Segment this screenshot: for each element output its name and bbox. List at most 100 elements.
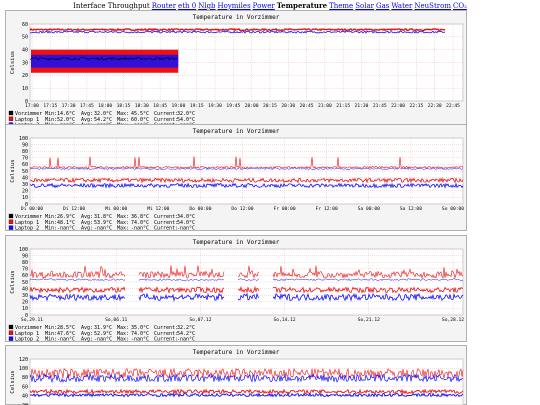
nav-link-3[interactable]: Hoymiles bbox=[217, 2, 251, 10]
chart-svg: Temperature in VorzimmerCelsius100908070… bbox=[5, 124, 467, 231]
y-axis-label: Celsius bbox=[10, 270, 16, 293]
legend-current-value: 32.0°C bbox=[177, 111, 195, 117]
x-tick-label: Di 00:00 bbox=[21, 206, 43, 212]
legend-min-label: Min: bbox=[45, 325, 57, 331]
nav-link-6[interactable]: Theme bbox=[329, 2, 354, 10]
y-tick-label: 0 bbox=[25, 313, 28, 319]
y-tick-label: 20 bbox=[22, 73, 28, 79]
series-laptop1 bbox=[29, 156, 464, 169]
legend-swatch bbox=[8, 330, 14, 335]
legend-avg-value: 32.0°C bbox=[94, 111, 112, 117]
y-tick-label: 40 bbox=[22, 47, 28, 53]
x-tick-label: 18:00 bbox=[98, 103, 112, 109]
x-tick-label: Do 00:00 bbox=[189, 206, 211, 212]
x-tick-label: 22:00 bbox=[391, 103, 405, 109]
legend-max-label: Max: bbox=[117, 214, 129, 220]
legend-swatch bbox=[8, 213, 14, 219]
x-tick-label: So,29.11 bbox=[21, 317, 43, 323]
y-axis-label: Celsius bbox=[10, 370, 16, 393]
legend-min-value: 26.9°C bbox=[57, 214, 75, 220]
legend-current-label: Current: bbox=[154, 214, 178, 220]
x-tick-label: 20:45 bbox=[300, 103, 314, 109]
nav-link-0[interactable]: Router bbox=[151, 2, 177, 10]
x-tick-label: Fr 12:00 bbox=[316, 206, 338, 212]
legend-min-value: 52.0°C bbox=[57, 117, 75, 123]
x-tick-label: So,21.12 bbox=[358, 317, 380, 323]
y-tick-label: 90 bbox=[22, 253, 28, 259]
y-tick-label: 100 bbox=[19, 247, 28, 253]
x-tick-label: 19:45 bbox=[226, 103, 240, 109]
legend-min-label: Min: bbox=[45, 117, 57, 123]
x-tick-label: 20:30 bbox=[281, 103, 295, 109]
y-axis-label: Celsius bbox=[10, 159, 16, 182]
legend-min-value: -nan°C bbox=[57, 337, 75, 342]
legend-max-label: Max: bbox=[117, 337, 129, 342]
legend-max-label: Max: bbox=[117, 325, 129, 331]
x-tick-label: 22:30 bbox=[428, 103, 442, 109]
legend-avg-value: 31.9°C bbox=[94, 325, 112, 331]
x-tick-label: 21:00 bbox=[318, 103, 332, 109]
x-tick-label: So,06.11 bbox=[105, 317, 127, 323]
y-tick-label: 60 bbox=[22, 273, 28, 279]
legend-max-value: 45.5°C bbox=[131, 111, 149, 117]
nav-link-7[interactable]: Solar bbox=[355, 2, 374, 10]
x-tick-label: 19:00 bbox=[172, 103, 186, 109]
nav-link-8[interactable]: Gas bbox=[375, 2, 390, 10]
legend-swatch bbox=[8, 110, 14, 116]
x-tick-label: 21:30 bbox=[355, 103, 369, 109]
legend-max-value: 60.0°C bbox=[131, 117, 149, 123]
legend-avg-label: Avg: bbox=[81, 325, 93, 331]
legend-max-value: 74.0°C bbox=[131, 220, 149, 226]
legend-swatch bbox=[8, 324, 14, 330]
nav-link-2[interactable]: Nlgb bbox=[198, 2, 216, 10]
series-vorzimmer bbox=[29, 56, 178, 61]
y-tick-label: 80 bbox=[22, 260, 28, 266]
chart-panel-week: Temperature in Vorzimmer Celsius 100 90 80 70… bbox=[5, 124, 467, 231]
series-vorzimmer-red bbox=[29, 285, 464, 294]
y-tick-label: 50 bbox=[22, 280, 28, 286]
legend-avg-label: Avg: bbox=[81, 331, 93, 337]
x-tick-label: So 00:00 bbox=[442, 206, 464, 212]
x-tick-label: 17:15 bbox=[43, 103, 57, 109]
legend-min-label: Min: bbox=[45, 220, 57, 226]
y-tick-label: 60 bbox=[22, 384, 28, 390]
x-tick-label: 20:00 bbox=[245, 103, 259, 109]
legend-avg-value: -nan°C bbox=[94, 337, 112, 342]
legend-current-label: Current: bbox=[154, 331, 178, 337]
legend-current-value: -nan°C bbox=[177, 226, 195, 231]
y-tick-label: 10 bbox=[22, 195, 28, 201]
nav-link-9[interactable]: Water bbox=[391, 2, 413, 10]
legend-min-label: Min: bbox=[45, 226, 57, 231]
nav-link-4[interactable]: Power bbox=[252, 2, 275, 10]
legend-name: Laptop 2 bbox=[15, 226, 39, 231]
chart-title: Temperature in Vorzimmer bbox=[193, 128, 280, 135]
x-tick-label: So,07.12 bbox=[189, 317, 211, 323]
x-tick-label: 17:30 bbox=[62, 103, 76, 109]
x-tick-label: Mi 12:00 bbox=[147, 206, 169, 212]
legend-avg-label: Avg: bbox=[81, 226, 93, 231]
legend-min-value: -nan°C bbox=[57, 226, 75, 231]
legend-name: Vorzimmer bbox=[15, 111, 42, 117]
y-tick-label: 90 bbox=[22, 142, 28, 148]
x-tick-label: Do 12:00 bbox=[231, 206, 253, 212]
legend-max-value: -nan°C bbox=[131, 226, 149, 231]
x-tick-label: Sa 12:00 bbox=[400, 206, 422, 212]
legend-min-label: Min: bbox=[45, 337, 57, 342]
legend-max-label: Max: bbox=[117, 220, 129, 226]
nav-link-1[interactable]: eth 0 bbox=[178, 2, 197, 10]
legend-current-label: Current: bbox=[154, 337, 178, 342]
x-tick-label: 21:15 bbox=[336, 103, 350, 109]
y-tick-label: 70 bbox=[22, 267, 28, 273]
legend-current-value: 34.0°C bbox=[177, 214, 195, 220]
legend-avg-label: Avg: bbox=[81, 117, 93, 123]
legend-avg-value: 54.2°C bbox=[94, 117, 112, 123]
x-tick-label: 18:15 bbox=[117, 103, 131, 109]
series-vorzimmer-blue bbox=[29, 392, 464, 398]
chart-panel-last-hours: Temperature in Vorzimmer Celsius 60 50 40 30 2… bbox=[5, 10, 467, 128]
y-axis-label: Celsius bbox=[10, 51, 16, 74]
legend-avg-value: 31.8°C bbox=[94, 214, 112, 220]
x-tick-label: 21:45 bbox=[373, 103, 387, 109]
nav-link-11[interactable]: CO₂ bbox=[453, 2, 467, 10]
y-tick-label: 100 bbox=[19, 136, 28, 142]
nav-link-10[interactable]: NeuStrom bbox=[414, 2, 451, 10]
